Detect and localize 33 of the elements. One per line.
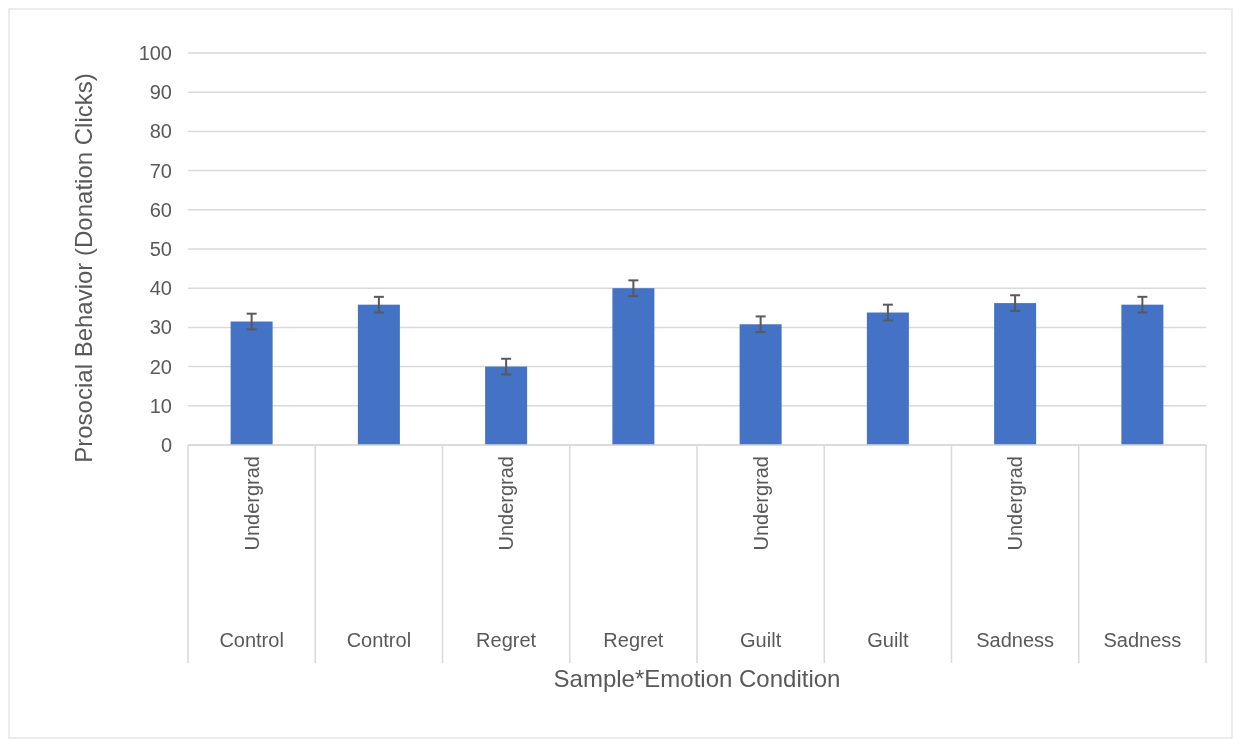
y-tick-label: 10	[149, 394, 172, 417]
y-tick-label: 80	[149, 120, 172, 143]
text: Guilt	[867, 629, 909, 651]
text: Control	[346, 629, 412, 651]
x-axis-title: Sample*Emotion Condition	[553, 664, 841, 692]
text: Sadness	[976, 629, 1055, 651]
text: Regret	[476, 629, 537, 651]
y-tick-label: 50	[149, 238, 172, 260]
y-tick-label: 60	[149, 198, 172, 221]
y-tick-label: 0	[160, 434, 172, 456]
y-tick-label: 20	[149, 355, 172, 378]
text: Control	[219, 629, 284, 651]
x-tick-label: Undergrad	[240, 456, 263, 551]
y-tick-label: 90	[149, 81, 172, 104]
bar	[994, 303, 1037, 445]
bar	[485, 366, 528, 445]
bar	[739, 324, 782, 445]
x-tick-label: Undergrad	[1004, 456, 1027, 551]
bar	[612, 288, 655, 445]
y-axis-title: Prosocial Behavior (Donation Clicks)	[69, 73, 97, 463]
y-tick-label: 100	[138, 42, 172, 64]
text: Regret	[603, 629, 664, 651]
bar	[1121, 304, 1164, 445]
bar	[866, 312, 909, 445]
y-tick-label: 30	[149, 316, 172, 339]
x-tick-label: Undergrad	[495, 456, 518, 551]
text: Guilt	[740, 629, 782, 651]
x-tick-label: Undergrad	[749, 456, 772, 551]
text: Sadness	[1103, 629, 1182, 651]
y-tick-label: 70	[149, 159, 172, 182]
bar	[230, 321, 273, 445]
y-tick-label: 40	[149, 277, 172, 300]
bar	[357, 304, 400, 445]
